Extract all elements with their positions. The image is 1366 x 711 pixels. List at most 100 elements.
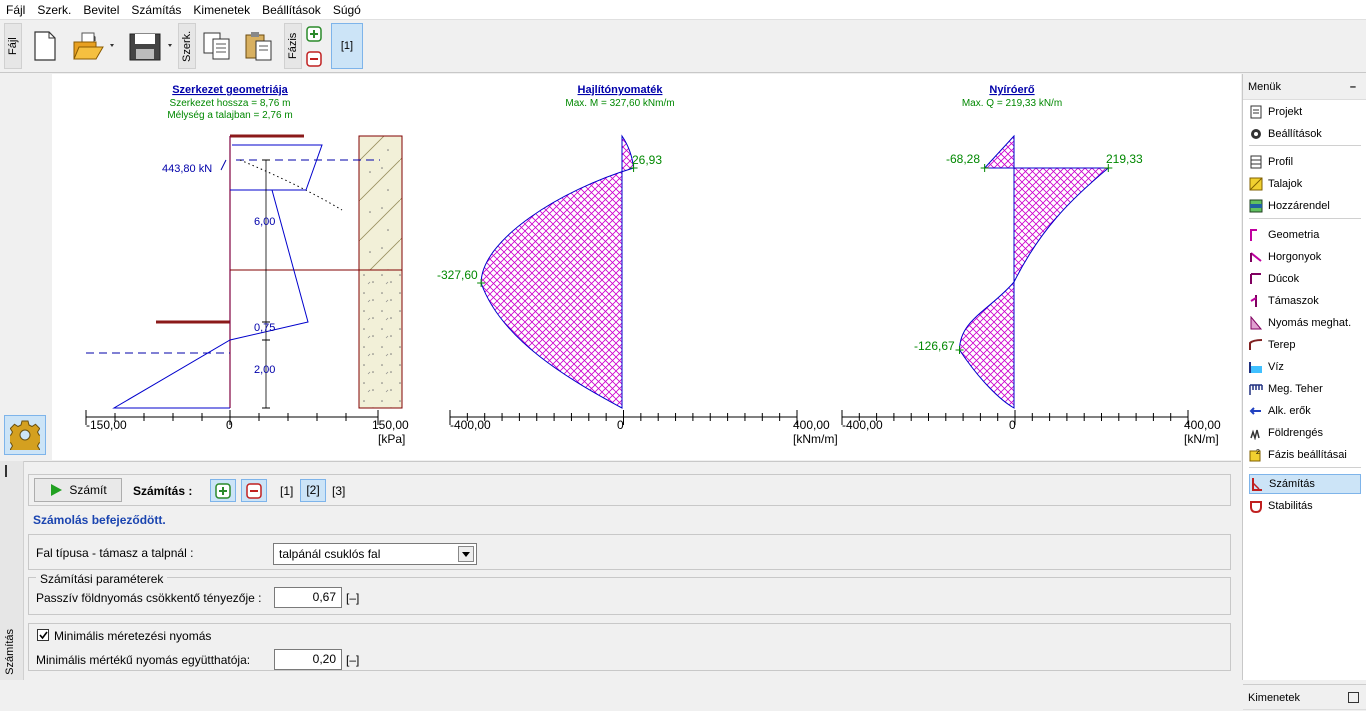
shear-value-low: -126,67: [914, 339, 955, 353]
geometry-axis-zero: 0: [226, 418, 233, 432]
minus-icon: [306, 51, 322, 67]
menu-item-analysis[interactable]: Számítás: [1249, 474, 1361, 494]
calculate-button[interactable]: Számít: [34, 478, 122, 502]
menu-item-settings[interactable]: Beállítások: [1249, 124, 1361, 144]
surcharge-icon: [1249, 384, 1263, 395]
menu-analysis[interactable]: Számítás: [131, 2, 182, 17]
remove-calc-button[interactable]: [241, 479, 267, 502]
menu-item-stability[interactable]: Stabilitás: [1249, 496, 1361, 516]
chevron-down-icon[interactable]: [458, 546, 474, 562]
analysis-icon: [1252, 478, 1262, 491]
add-calc-button[interactable]: [210, 479, 236, 502]
soil-layer-upper: [358, 135, 403, 271]
min-coeff-unit: [–]: [346, 653, 360, 667]
open-folder-icon: [73, 32, 114, 60]
shear-value-left: -68,28: [946, 152, 980, 166]
shear-axis-zero: 0: [1009, 418, 1016, 432]
restore-icon[interactable]: [1348, 692, 1359, 703]
menu-item-terrain[interactable]: Terep: [1249, 335, 1361, 355]
paste-button[interactable]: [242, 26, 276, 66]
menu-item-struts[interactable]: Dúcok: [1249, 269, 1361, 289]
moment-subtitle: Max. M = 327,60 kNm/m: [565, 98, 674, 109]
left-strip: [0, 74, 52, 460]
analysis-side-tab: Számítás: [0, 461, 24, 680]
pressure-icon: [1250, 316, 1263, 330]
pressure-diagram: [112, 144, 323, 409]
menu-item-label: Hozzárendel: [1268, 200, 1330, 212]
menu-bar: Fájl Szerk. Bevitel Számítás Kimenetek B…: [0, 0, 1366, 20]
calculate-button-label: Számít: [69, 483, 107, 497]
moment-plot: [477, 134, 638, 409]
menu-item-label: Beállítások: [1268, 128, 1322, 140]
phase-1-button[interactable]: [1]: [331, 23, 363, 69]
soils-icon: [1249, 177, 1263, 191]
menu-item-label: Földrengés: [1268, 427, 1324, 439]
menu-input[interactable]: Bevitel: [83, 2, 120, 17]
menu-edit[interactable]: Szerk.: [37, 2, 72, 17]
menus-header: Menük –: [1243, 74, 1366, 100]
calc-tab-1[interactable]: [1]: [280, 484, 294, 498]
wall-type-select[interactable]: talpánál csuklós fal: [273, 543, 477, 565]
moment-point-top: [629, 164, 638, 172]
moment-axis-ticks: [449, 410, 798, 425]
remove-phase-button[interactable]: [306, 51, 322, 67]
calc-params-title: Számítási paraméterek: [36, 572, 168, 586]
struts-icon: [1250, 273, 1261, 284]
menu-item-anchors[interactable]: Horgonyok: [1249, 247, 1361, 267]
menu-item-project[interactable]: Projekt: [1249, 102, 1361, 122]
menu-item-label: Stabilitás: [1268, 500, 1313, 512]
shear-subtitle: Max. Q = 219,33 kN/m: [962, 98, 1062, 109]
menu-help[interactable]: Súgó: [332, 2, 361, 17]
menu-item-label: Meg. Teher: [1268, 383, 1323, 395]
menu-item-supports[interactable]: Támaszok: [1249, 291, 1361, 311]
save-file-button[interactable]: [124, 26, 176, 66]
menu-item-earthquake[interactable]: Földrengés: [1249, 423, 1361, 443]
shear-axis-max: 400,00: [1184, 418, 1221, 432]
shear-axis-min: -400,00: [842, 418, 883, 432]
menu-item-label: Talajok: [1268, 178, 1303, 190]
min-pressure-checkbox[interactable]: [37, 629, 49, 641]
assign-icon: [1249, 199, 1263, 213]
menu-settings[interactable]: Beállítások: [262, 2, 321, 17]
menu-file[interactable]: Fájl: [6, 2, 26, 17]
menu-item-water[interactable]: Víz: [1249, 357, 1361, 377]
copy-button[interactable]: [200, 26, 234, 66]
add-phase-button[interactable]: [306, 26, 322, 42]
collapse-icon[interactable]: –: [1349, 81, 1356, 93]
plus-icon: [306, 26, 322, 42]
menu-item-surcharge[interactable]: Meg. Teher: [1249, 379, 1361, 399]
open-file-button[interactable]: [68, 26, 118, 66]
svg-text:2: 2: [1256, 449, 1260, 456]
view-settings-button[interactable]: [4, 415, 46, 455]
passive-input[interactable]: 0,67: [274, 587, 342, 608]
menus-header-label: Menük: [1248, 81, 1282, 93]
project-icon: [1250, 105, 1262, 119]
pin-icon[interactable]: [5, 465, 11, 477]
menu-separator: [1249, 145, 1361, 146]
copy-icon: [203, 32, 230, 60]
geometry-axis-unit: [kPa]: [378, 432, 405, 446]
menu-item-label: Számítás: [1269, 478, 1315, 490]
file-group-label: Fájl: [4, 23, 22, 69]
menu-item-geometry[interactable]: Geometria: [1249, 225, 1361, 245]
moment-axis-min: -400,00: [450, 418, 491, 432]
new-file-button[interactable]: [28, 26, 62, 66]
new-file-icon: [34, 31, 56, 61]
calc-label: Számítás :: [133, 484, 193, 498]
menu-item-label: Támaszok: [1268, 295, 1319, 307]
menu-item-soils[interactable]: Talajok: [1249, 174, 1361, 194]
phase-settings-icon: 2: [1249, 449, 1261, 462]
menu-item-profile[interactable]: Profil: [1249, 152, 1361, 172]
menu-item-label: Terep: [1268, 339, 1296, 351]
calc-tab-2[interactable]: [2]: [300, 479, 326, 502]
geometry-axis-max: 150,00: [372, 418, 409, 432]
menu-item-phase-settings[interactable]: 2 Fázis beállításai: [1249, 445, 1361, 465]
menu-outputs[interactable]: Kimenetek: [193, 2, 251, 17]
menu-item-assign[interactable]: Hozzárendel: [1249, 196, 1361, 216]
calc-tab-3[interactable]: [3]: [332, 484, 346, 498]
menu-item-pressure[interactable]: Nyomás meghat.: [1249, 313, 1361, 333]
menu-item-applied-forces[interactable]: Alk. erők: [1249, 401, 1361, 421]
min-coeff-input[interactable]: 0,20: [274, 649, 342, 670]
stability-icon: [1250, 501, 1262, 513]
moment-curve: [480, 134, 635, 409]
